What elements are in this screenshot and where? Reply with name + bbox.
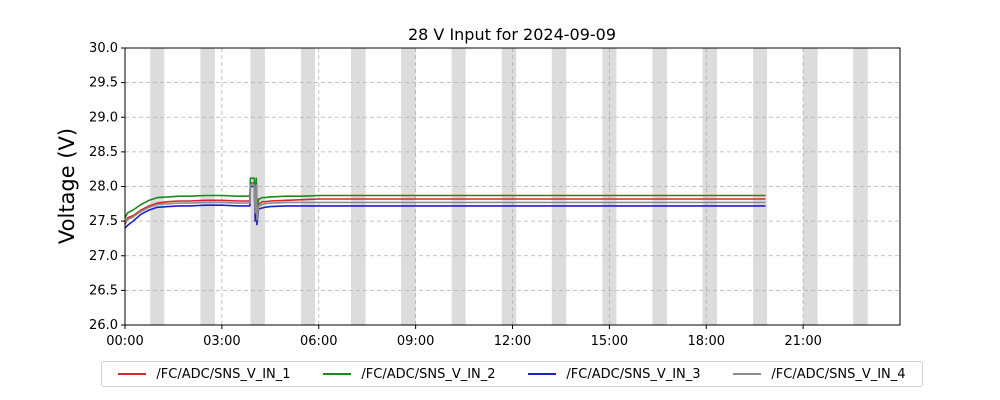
x-tick-label-6: 18:00 [688, 334, 725, 349]
x-tick-label-0: 00:00 [106, 334, 143, 349]
y-tick-label-8: 30.0 [89, 41, 118, 56]
legend-swatch-4 [733, 373, 762, 375]
y-tick-label-4: 28.0 [89, 180, 118, 195]
series-line-1 [124, 182, 766, 225]
line-chart: 28 V Input for 2024-09-09 Voltage (V) 26… [55, 25, 901, 349]
legend-item-1: /FC/ADC/SNS_V_IN_1 [118, 366, 291, 382]
x-tick-label-7: 21:00 [784, 334, 821, 349]
legend-label-1: /FC/ADC/SNS_V_IN_1 [156, 366, 291, 382]
shaded-bands [150, 48, 868, 325]
legend-label-2: /FC/ADC/SNS_V_IN_2 [361, 366, 496, 382]
y-tick-label-2: 27.0 [89, 249, 118, 264]
x-tick-label-2: 06:00 [300, 334, 337, 349]
legend-item-2: /FC/ADC/SNS_V_IN_2 [323, 366, 496, 382]
x-axis-ticks: 00:00 03:00 06:00 09:00 12:00 15:00 18:00 21:00 [106, 325, 822, 349]
x-tick-label-1: 03:00 [203, 334, 240, 349]
legend-swatch-2 [323, 373, 352, 375]
series-line-4 [124, 184, 766, 224]
y-tick-label-6: 29.0 [89, 110, 118, 125]
y-tick-label-1: 26.5 [89, 283, 118, 298]
legend-item-3: /FC/ADC/SNS_V_IN_3 [528, 366, 701, 382]
legend-swatch-3 [528, 373, 557, 375]
series-lines [124, 177, 766, 229]
legend-label-4: /FC/ADC/SNS_V_IN_4 [771, 366, 906, 382]
y-axis-label: Voltage (V) [55, 128, 79, 244]
y-tick-label-7: 29.5 [89, 76, 118, 91]
y-tick-label-0: 26.0 [89, 318, 118, 333]
legend-swatch-1 [118, 373, 147, 375]
y-axis-ticks: 26.0 26.5 27.0 27.5 28.0 28.5 29.0 29.5 30.0 [89, 41, 125, 333]
series-line-3 [124, 185, 766, 229]
x-tick-label-4: 12:00 [494, 334, 531, 349]
legend-item-4: /FC/ADC/SNS_V_IN_4 [733, 366, 906, 382]
series-line-2 [124, 177, 766, 219]
chart-title: 28 V Input for 2024-09-09 [408, 25, 616, 44]
y-tick-label-3: 27.5 [89, 214, 118, 229]
x-tick-label-3: 09:00 [397, 334, 434, 349]
legend-label-3: /FC/ADC/SNS_V_IN_3 [566, 366, 701, 382]
legend: /FC/ADC/SNS_V_IN_1/FC/ADC/SNS_V_IN_2/FC/… [101, 361, 923, 387]
y-tick-label-5: 28.5 [89, 145, 118, 160]
x-tick-label-5: 15:00 [591, 334, 628, 349]
